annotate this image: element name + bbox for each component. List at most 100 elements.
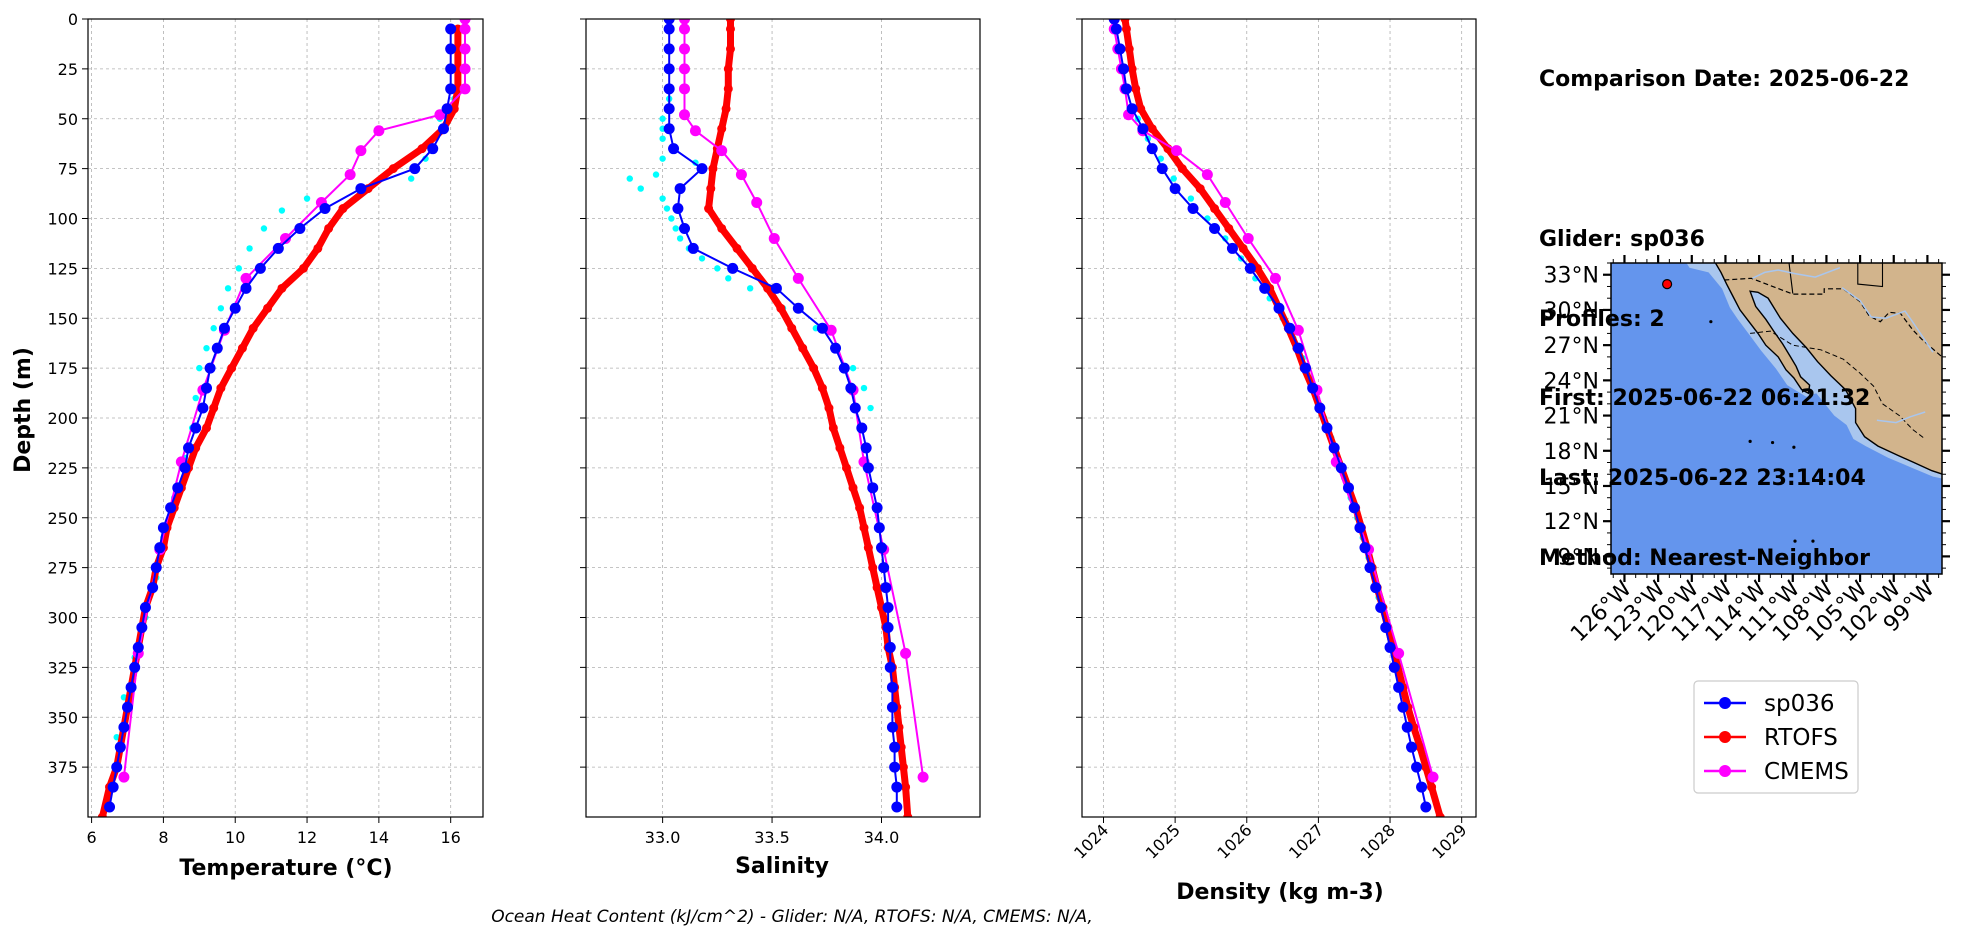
glider-point bbox=[427, 143, 439, 155]
legend-swatch-marker bbox=[1719, 731, 1731, 743]
rtofs-point bbox=[863, 543, 873, 553]
cmems-point bbox=[1219, 197, 1231, 209]
glider-point bbox=[1187, 203, 1199, 215]
salinity-panel: 33.0 33.5 34.0 bbox=[580, 18, 981, 847]
cmems-point bbox=[1427, 771, 1439, 783]
river bbox=[1752, 266, 1841, 279]
glider-raw-point bbox=[659, 195, 666, 202]
glider-point bbox=[1393, 681, 1405, 693]
border-us-mexico bbox=[1724, 277, 1942, 358]
glider-raw-point bbox=[217, 305, 225, 312]
glider-point bbox=[663, 123, 675, 135]
rtofs-point bbox=[1121, 24, 1131, 34]
glider-raw-point bbox=[196, 364, 203, 372]
cmems-point bbox=[679, 19, 690, 25]
cmems-point bbox=[459, 43, 471, 55]
glider-point bbox=[1169, 183, 1181, 195]
glider-point bbox=[1328, 442, 1340, 454]
y-tick-label: 150 bbox=[47, 309, 78, 328]
glider-point bbox=[1209, 222, 1221, 234]
glider-point bbox=[873, 522, 885, 534]
glider-point bbox=[229, 302, 241, 314]
glider-raw-point bbox=[860, 384, 868, 392]
y-tick-label: 300 bbox=[47, 609, 78, 628]
rtofs-point bbox=[202, 423, 211, 433]
glider-point bbox=[663, 43, 675, 55]
plot-area bbox=[88, 19, 483, 817]
y-tick-label: 375 bbox=[47, 758, 78, 777]
lat-tick-label: 12°N bbox=[1544, 510, 1599, 535]
glider-point bbox=[445, 63, 457, 75]
y-tick-label: 250 bbox=[47, 509, 78, 528]
rtofs-point bbox=[417, 144, 427, 154]
glider-point bbox=[1307, 382, 1319, 394]
cmems-point bbox=[1201, 169, 1213, 181]
island bbox=[1770, 440, 1775, 445]
glider-point bbox=[211, 342, 223, 354]
glider-point bbox=[668, 143, 680, 155]
rtofs-point bbox=[721, 104, 731, 114]
x-tick-label: 10 bbox=[225, 828, 245, 847]
cmems-point bbox=[792, 272, 804, 284]
glider-raw-point bbox=[746, 285, 754, 292]
glider-point bbox=[1406, 741, 1418, 753]
glider-point bbox=[889, 741, 901, 753]
glider-raw-point bbox=[407, 175, 415, 182]
glider-point bbox=[663, 23, 675, 35]
legend-label: RTOFS bbox=[1764, 725, 1838, 751]
x-tick-label: 1025 bbox=[1142, 820, 1184, 862]
cmems-point bbox=[373, 125, 385, 137]
plot-frame bbox=[585, 18, 981, 818]
glider-point bbox=[147, 582, 159, 594]
glider-point bbox=[129, 661, 141, 673]
x-tick-label: 8 bbox=[158, 828, 168, 847]
rtofs-point bbox=[901, 782, 911, 792]
rtofs-point bbox=[248, 323, 258, 333]
x-tick-label: 1029 bbox=[1428, 820, 1470, 862]
last-time: Last: 2025-06-22 23:14:04 bbox=[1539, 466, 1866, 492]
rtofs-point bbox=[1177, 164, 1187, 174]
glider-point bbox=[884, 661, 896, 673]
cmems-point bbox=[679, 109, 690, 121]
glider-point bbox=[878, 562, 890, 574]
glider-point bbox=[871, 502, 883, 514]
method: Method: Nearest-Neighbor bbox=[1539, 545, 1870, 571]
glider-raw-point bbox=[246, 245, 253, 252]
rtofs-point bbox=[1120, 19, 1130, 24]
legend-swatch-marker bbox=[1719, 697, 1731, 709]
glider-location-marker bbox=[1662, 279, 1673, 290]
rtofs-point bbox=[324, 223, 334, 233]
rtofs-point bbox=[706, 184, 716, 194]
glider-point bbox=[1321, 422, 1333, 434]
glider-raw-point bbox=[659, 155, 666, 162]
glider-point bbox=[816, 322, 828, 334]
plot-area bbox=[1082, 19, 1476, 817]
glider-raw-point bbox=[210, 325, 217, 332]
rtofs-point bbox=[338, 204, 348, 214]
footer-ohc-note: Ocean Heat Content (kJ/cm^2) - Glider: N… bbox=[491, 907, 1093, 927]
x-tick-label: 1024 bbox=[1070, 820, 1112, 862]
glider-point bbox=[856, 422, 868, 434]
glider-point bbox=[107, 781, 119, 793]
rtofs-point bbox=[1415, 742, 1425, 752]
glider-point bbox=[197, 402, 209, 414]
glider-point bbox=[1259, 282, 1271, 294]
y-tick-label: 275 bbox=[47, 559, 78, 578]
glider-point bbox=[1273, 302, 1285, 314]
y-tick-label: 50 bbox=[58, 110, 78, 129]
rtofs-point bbox=[298, 263, 308, 273]
glider-raw-point bbox=[867, 404, 874, 412]
glider-point bbox=[190, 422, 202, 434]
cmems-point bbox=[679, 83, 690, 95]
lat-tick-label: 27°N bbox=[1544, 334, 1599, 359]
glider-point bbox=[1384, 641, 1396, 653]
glider-point bbox=[663, 19, 675, 25]
glider-point bbox=[886, 721, 898, 733]
glider-point bbox=[204, 362, 216, 374]
cmems-point bbox=[344, 169, 356, 181]
rtofs-point bbox=[723, 64, 733, 74]
profile-count: Profiles: 2 bbox=[1539, 306, 1665, 332]
cmems-point bbox=[1393, 647, 1405, 659]
cmems-point bbox=[280, 232, 291, 244]
glider-point bbox=[882, 602, 894, 614]
